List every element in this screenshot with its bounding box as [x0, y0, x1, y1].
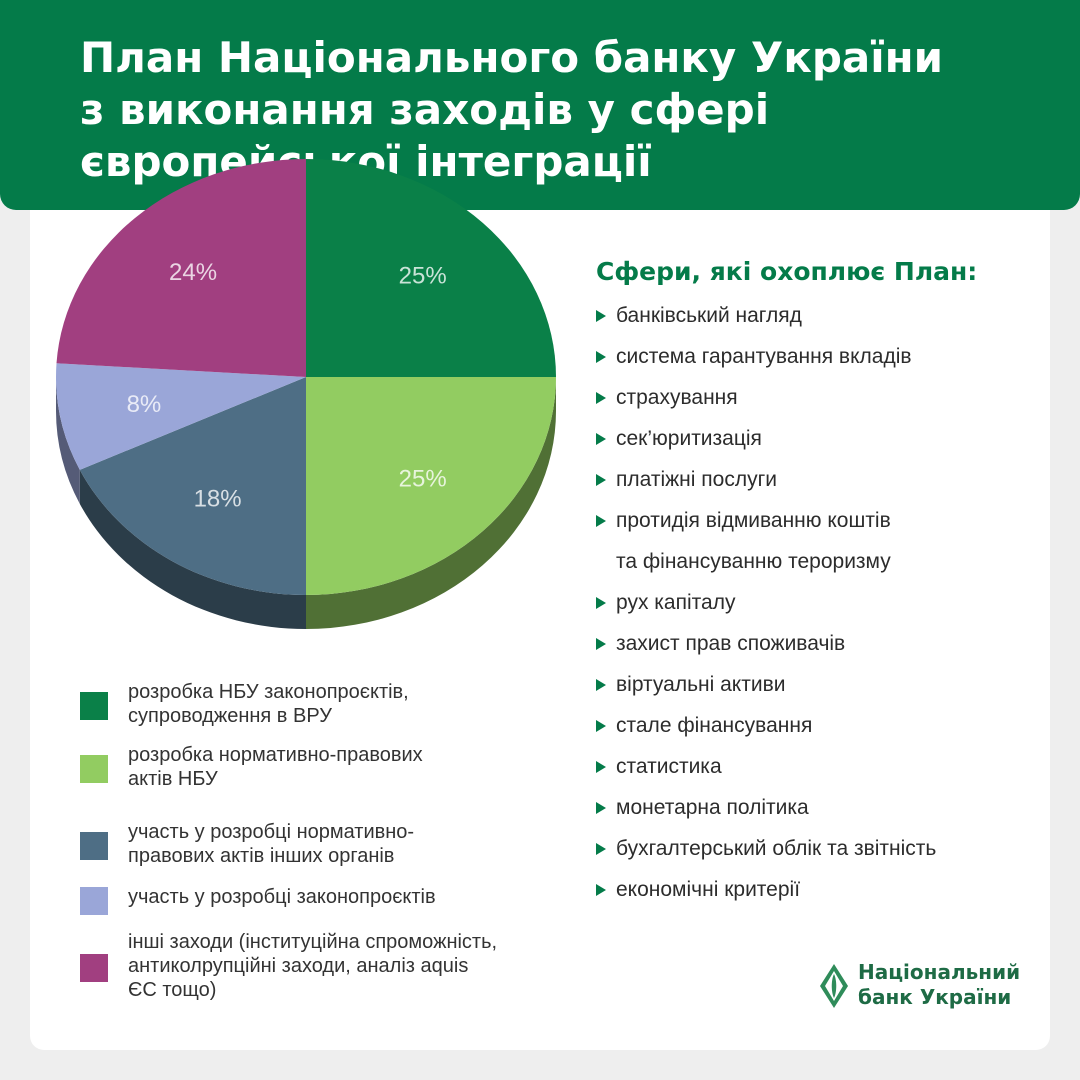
sphere-item: віртуальні активи: [596, 664, 1066, 705]
logo-text: Національний банк України: [858, 960, 1021, 1009]
sphere-item: протидія відмиванню коштів: [596, 500, 1066, 541]
pie-value-label-4: 24%: [169, 259, 217, 286]
pie-top-group: [55, 159, 556, 595]
page-title: План Національного банку України з викон…: [80, 33, 944, 186]
pie-slice-2: [79, 377, 306, 595]
sphere-item: статистика: [596, 746, 1066, 787]
legend-label: розробка НБУ законопроєктів, супроводженн…: [128, 681, 409, 727]
pie-value-label-2: 18%: [194, 485, 242, 512]
legend-label: участь у розробці нормативно-правових ак…: [128, 821, 415, 867]
triangle-bullet-icon: [596, 802, 606, 814]
pie-side-2: [79, 469, 306, 629]
header-banner: План Національного банку України з викон…: [0, 0, 1080, 210]
triangle-bullet-icon: [596, 843, 606, 855]
sphere-item: сек’юритизація: [596, 418, 1066, 459]
triangle-bullet-icon: [596, 310, 606, 322]
legend-swatch: [80, 887, 108, 915]
triangle-bullet-icon: [596, 474, 606, 486]
pie-labels: 25% 25% 18% 8% 24%: [127, 259, 447, 512]
legend-label: розробка нормативно-правових актів НБУ: [128, 744, 423, 790]
sphere-item: платіжні послуги: [596, 459, 1066, 500]
spheres-title: Сфери, які охоплює План:: [596, 257, 978, 286]
pie-value-label-0: 25%: [399, 262, 447, 289]
spheres-panel: Сфери, які охоплює План: банківський наг…: [596, 255, 1066, 910]
triangle-bullet-icon: [596, 884, 606, 896]
nbu-logo: Національний банк України: [820, 960, 1020, 1016]
sphere-item: та фінансуванню тероризму: [616, 550, 891, 573]
sphere-item: банківський нагляд: [596, 295, 1066, 336]
pie-side-group: [56, 377, 556, 629]
pie-side-3: [56, 377, 80, 504]
triangle-bullet-icon: [596, 597, 606, 609]
sphere-item: захист прав споживачів: [596, 623, 1066, 664]
triangle-bullet-icon: [596, 638, 606, 650]
sphere-item: система гарантування вкладів: [596, 336, 1066, 377]
legend-swatch: [80, 954, 108, 982]
pie-chart: 25% 25% 18% 8% 24%: [55, 159, 556, 629]
pie-slice-0: [306, 159, 556, 377]
triangle-bullet-icon: [596, 392, 606, 404]
pie-slice-1: [306, 377, 556, 595]
nbu-logo-icon: [820, 964, 848, 1008]
legend-label: інші заходи (інституційна спроможність, а…: [128, 931, 498, 1001]
sphere-item: економічні критерії: [596, 869, 1066, 910]
sphere-item: страхування: [596, 377, 1066, 418]
triangle-bullet-icon: [596, 351, 606, 363]
legend-swatch: [80, 755, 108, 783]
triangle-bullet-icon: [596, 679, 606, 691]
sphere-item: монетарна політика: [596, 787, 1066, 828]
pie-slice-3: [55, 363, 306, 470]
triangle-bullet-icon: [596, 515, 606, 527]
pie-slice-4: [56, 159, 306, 377]
legend-swatch: [80, 832, 108, 860]
triangle-bullet-icon: [596, 761, 606, 773]
triangle-bullet-icon: [596, 720, 606, 732]
triangle-bullet-icon: [596, 433, 606, 445]
legend-swatch: [80, 692, 108, 720]
spheres-list: банківський нагляд система гарантування в…: [596, 295, 1066, 910]
pie-value-label-1: 25%: [399, 466, 447, 493]
pie-side-1: [306, 377, 556, 629]
pie-value-label-3: 8%: [127, 391, 162, 418]
sphere-item: бухгалтерський облік та звітність: [596, 828, 1066, 869]
sphere-item: стале фінансування: [596, 705, 1066, 746]
sphere-item: рух капіталу: [596, 582, 1066, 623]
legend-label: участь у розробці законопроєктів: [128, 886, 436, 908]
